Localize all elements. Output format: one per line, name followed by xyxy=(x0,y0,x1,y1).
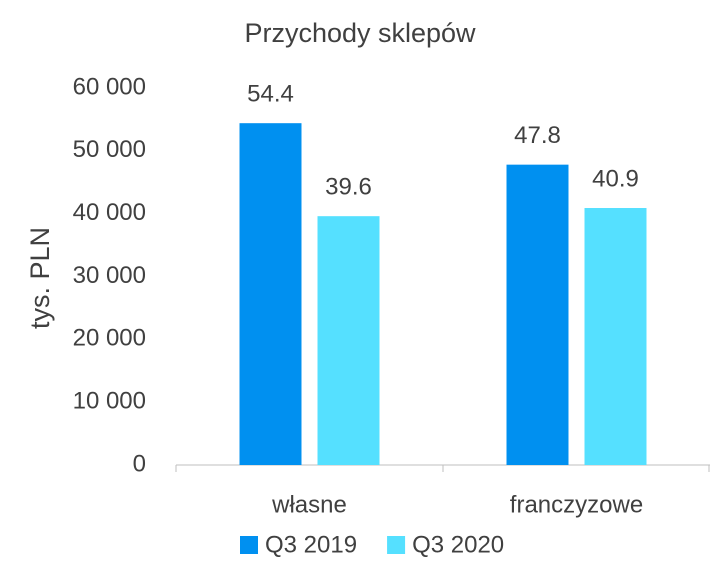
value-label: 54.4 xyxy=(247,81,294,108)
legend-swatch xyxy=(387,536,406,554)
legend-swatch xyxy=(240,536,258,554)
y-tick-label: 30 000 xyxy=(73,262,146,289)
y-tick-label: 0 xyxy=(133,450,146,477)
value-label: 39.6 xyxy=(325,174,372,201)
bar xyxy=(317,216,380,465)
bar xyxy=(506,164,569,465)
value-label: 40.9 xyxy=(592,165,639,192)
chart-title: Przychody sklepów xyxy=(244,18,476,48)
y-tick-label: 50 000 xyxy=(73,136,146,163)
value-label: 47.8 xyxy=(514,122,561,149)
x-tick-label: własne xyxy=(271,491,347,518)
bar xyxy=(239,123,302,465)
legend-label: Q3 2019 xyxy=(265,531,357,558)
x-tick-label: franczyzowe xyxy=(510,491,643,518)
y-tick-label: 40 000 xyxy=(73,199,146,226)
y-axis-label: tys. PLN xyxy=(25,227,55,329)
y-tick-label: 60 000 xyxy=(73,73,146,100)
legend-label: Q3 2020 xyxy=(412,531,504,558)
bar xyxy=(584,208,647,466)
y-tick-label: 10 000 xyxy=(73,388,146,415)
y-tick-label: 20 000 xyxy=(73,325,146,352)
